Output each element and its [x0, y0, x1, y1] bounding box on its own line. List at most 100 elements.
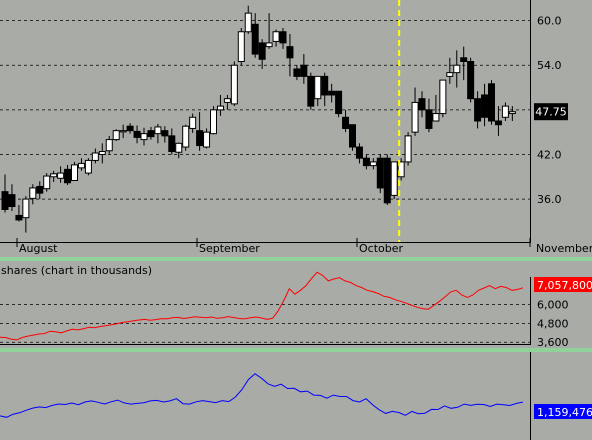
- third-series-line: [0, 373, 524, 418]
- last-price-label: 47.75: [535, 106, 567, 119]
- candle-body: [390, 161, 398, 196]
- price-axis-tick-labels: 60.0 54.0 42.0 36.0: [537, 15, 562, 207]
- panel-separator-top: [0, 257, 592, 261]
- candle-body: [258, 42, 266, 60]
- candle-body: [397, 161, 405, 178]
- third-panel-right-border: [530, 352, 531, 440]
- month-label-november: November: [536, 242, 592, 255]
- shares-tick-label: 6,000: [537, 298, 569, 311]
- candle-body: [439, 79, 447, 115]
- candle-body: [203, 131, 211, 148]
- candle-body: [494, 120, 502, 126]
- candle-body: [460, 57, 468, 62]
- candle-body: [404, 135, 412, 163]
- shares-panel: shares (chart in thousands) 6,000 4,800 3,…: [0, 264, 592, 349]
- candle-body: [29, 187, 37, 199]
- candle-body: [488, 83, 495, 122]
- price-tick-label: 60.0: [537, 15, 562, 28]
- candle-body: [105, 139, 113, 152]
- candle-body: [133, 130, 141, 138]
- candle-body: [355, 146, 363, 159]
- candle-body: [50, 173, 58, 178]
- candle-body: [161, 130, 169, 137]
- candle-body: [57, 172, 65, 179]
- month-axis: August September October November: [16, 238, 592, 255]
- price-panel-bottom-axis: [0, 242, 531, 243]
- candle-body: [432, 113, 440, 122]
- price-tick-label: 36.0: [537, 193, 562, 206]
- candle-body: [279, 31, 287, 44]
- candle-body: [244, 12, 252, 33]
- shares-tick-label: 3,600: [537, 336, 569, 349]
- candle-body: [286, 46, 294, 59]
- candle-body: [474, 98, 482, 122]
- candle-body: [446, 72, 454, 77]
- candle-body: [508, 111, 516, 115]
- candle-body: [335, 90, 343, 115]
- candle-body: [8, 194, 16, 208]
- candle-body: [77, 162, 85, 169]
- candle-body: [1, 191, 9, 211]
- candle-body: [223, 98, 231, 103]
- candle-body: [71, 164, 78, 182]
- candle-body: [91, 152, 99, 161]
- candle-body: [36, 185, 44, 194]
- price-tick-label: 54.0: [537, 59, 562, 72]
- third-panel: 1,159,476: [0, 352, 592, 440]
- month-label-september: September: [199, 242, 260, 255]
- candle-body: [328, 90, 336, 96]
- candle-body: [43, 175, 51, 190]
- candle-body: [376, 157, 384, 189]
- candle-body: [467, 61, 475, 100]
- candle-body: [182, 125, 190, 148]
- candle-body: [15, 214, 23, 221]
- candle-body: [383, 157, 391, 204]
- candle-body: [216, 105, 224, 111]
- last-price-badge: [534, 103, 568, 121]
- candle-body: [265, 42, 273, 48]
- candle-body: [196, 130, 204, 147]
- candle-body: [425, 109, 433, 129]
- candle-body: [307, 75, 315, 107]
- third-last-value-badge: [534, 404, 592, 419]
- shares-panel-title: shares (chart in thousands): [1, 264, 152, 277]
- price-candles: [1, 5, 516, 233]
- shares-last-value-badge: [534, 277, 592, 292]
- candle-body: [154, 126, 162, 135]
- price-panel: 60.0 54.0 42.0 36.0 47.75: [0, 0, 568, 243]
- price-panel-right-border: [530, 0, 531, 243]
- candle-body: [175, 142, 183, 153]
- candle-body: [147, 130, 155, 138]
- candle-body: [251, 23, 259, 55]
- candle-body: [230, 64, 238, 105]
- candle-body: [300, 64, 308, 77]
- candle-body: [349, 124, 356, 148]
- candle-body: [119, 130, 127, 133]
- candle-body: [168, 135, 176, 152]
- candle-body: [481, 94, 489, 118]
- candle-body: [362, 157, 370, 167]
- shares-tick-label: 4,800: [537, 317, 569, 330]
- shares-last-value-label: 7,057,800: [537, 279, 592, 292]
- candle-body: [64, 168, 72, 184]
- third-last-value-label: 1,159,476: [537, 406, 592, 419]
- panel-separator-bottom: [0, 348, 592, 352]
- candle-body: [411, 101, 419, 133]
- shares-panel-bottom-border: [0, 344, 531, 345]
- price-tick-label: 42.0: [537, 148, 562, 161]
- candle-body: [321, 75, 329, 96]
- candle-body: [84, 159, 92, 174]
- candle-body: [210, 109, 217, 135]
- candle-body: [342, 116, 350, 129]
- candle-body: [140, 133, 148, 141]
- candle-body: [237, 31, 245, 62]
- candle-body: [314, 75, 322, 100]
- candle-body: [369, 161, 377, 167]
- shares-axis-tick-labels: 6,000 4,800 3,600: [537, 298, 569, 349]
- candle-body: [501, 105, 509, 118]
- candle-body: [453, 64, 461, 74]
- candle-body: [418, 98, 426, 111]
- candle-body: [293, 68, 301, 77]
